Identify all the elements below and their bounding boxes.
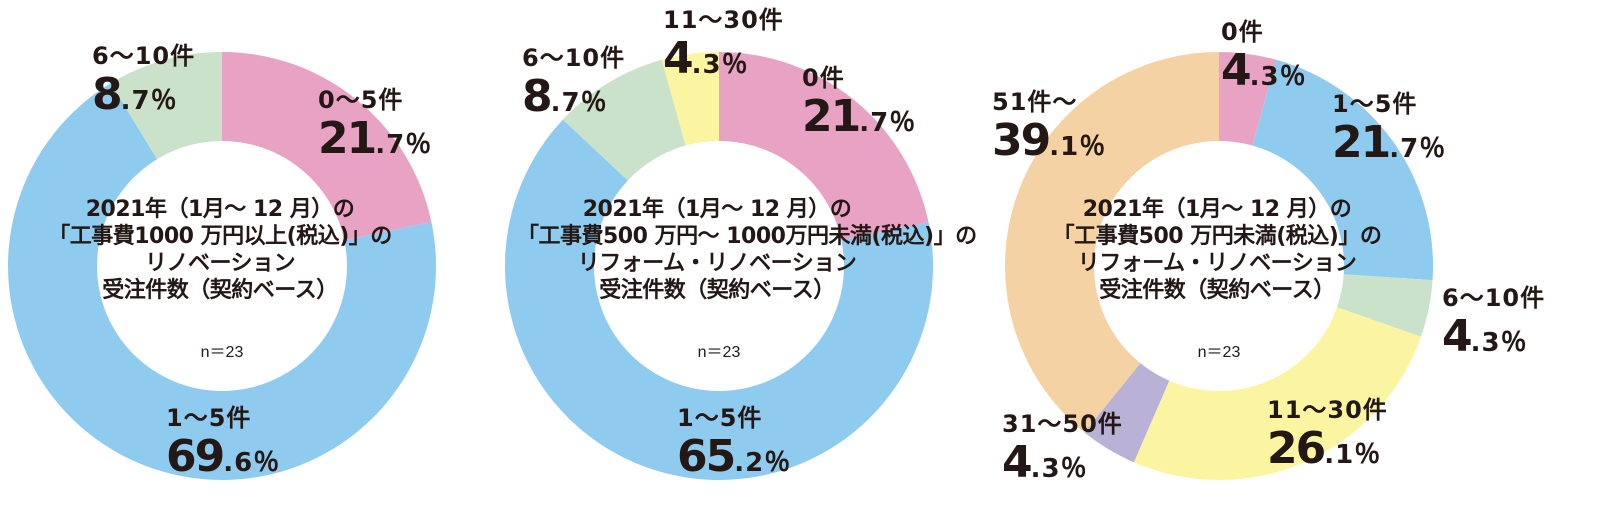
slice-label-1: 0件 21.7％	[802, 64, 916, 151]
title-line-3: リフォーム・リノベーション	[1077, 251, 1357, 276]
slice-category: 1～5件	[677, 404, 763, 432]
title-line-2: 「工事費500 万円～ 1000万円未満(税込)」の	[517, 224, 977, 249]
slice-label-4: 11～30件 4.3％	[663, 6, 784, 93]
percentage-decimal: .3％	[1030, 454, 1088, 484]
percentage-integer: 21	[802, 91, 861, 142]
slice-label-6: 51件～ 39.1％	[992, 88, 1106, 175]
chart-title: 2021年（1月～ 12 月）の 「工事費1000 万円以上(税込)」の リノベ…	[20, 196, 420, 304]
sample-size-label: n＝23	[200, 344, 244, 361]
slice-label-2: 1～5件 69.6％	[166, 404, 280, 491]
slice-label-2: 1～5件 21.7％	[1332, 90, 1446, 177]
donut-hole	[594, 141, 844, 391]
title-line-1: 2021年（1月～ 12 月）の	[85, 197, 355, 222]
chart-title: 2021年（1月～ 12 月）の 「工事費500 万円未満(税込)」の リフォー…	[1017, 196, 1417, 304]
percentage-decimal: .7％	[120, 86, 178, 116]
donut-svg-2	[505, 51, 934, 480]
slice-category: 1～5件	[166, 404, 252, 432]
percentage-decimal: .7％	[859, 108, 917, 138]
title-line-1: 2021年（1月～ 12 月）の	[1082, 197, 1352, 222]
donut-chart-1: 2021年（1月～ 12 月）の 「工事費1000 万円以上(税込)」の リノベ…	[0, 0, 520, 518]
slice-percentage: 39.1％	[992, 116, 1106, 175]
percentage-integer: 4	[1002, 437, 1033, 488]
percentage-integer: 21	[1332, 117, 1391, 168]
percentage-decimal: .7％	[550, 88, 608, 118]
slice-percentage: 4.3％	[1221, 46, 1307, 105]
slice-category: 6～10件	[522, 44, 626, 72]
donut-chart-3: 2021年（1月～ 12 月）の 「工事費500 万円未満(税込)」の リフォー…	[992, 0, 1544, 518]
slice-category: 6～10件	[1442, 284, 1546, 312]
title-line-2: 「工事費1000 万円以上(税込)」の	[48, 224, 392, 249]
title-line-4: 受注件数（契約ベース）	[102, 278, 338, 303]
percentage-integer: 39	[992, 115, 1051, 166]
percentage-decimal: .3％	[1470, 328, 1528, 358]
slice-category: 51件～	[992, 88, 1078, 116]
percentage-integer: 8	[522, 71, 553, 122]
percentage-integer: 4	[1221, 45, 1252, 96]
percentage-integer: 65	[677, 431, 736, 482]
slice-label-3: 6～10件 4.3％	[1442, 284, 1545, 371]
slice-label-1: 0件 4.3％	[1221, 18, 1307, 105]
percentage-integer: 8	[92, 69, 123, 120]
slice-percentage: 21.7％	[1332, 118, 1446, 177]
slice-category: 1～5件	[1332, 90, 1418, 118]
donut-svg-1	[8, 52, 437, 480]
slice-percentage: 4.3％	[1442, 312, 1545, 371]
slice-category: 6～10件	[92, 42, 196, 70]
percentage-decimal: .6％	[223, 448, 281, 478]
title-line-4: 受注件数（契約ベース）	[1099, 278, 1335, 303]
percentage-decimal: .7％	[1389, 134, 1447, 164]
percentage-decimal: .3％	[1249, 62, 1307, 92]
slice-percentage: 65.2％	[677, 432, 791, 491]
donut-svg-3	[1005, 51, 1433, 481]
title-line-1: 2021年（1月～ 12 月）の	[582, 197, 852, 222]
sample-size-label: n＝23	[697, 344, 741, 361]
sample-size-label: n＝23	[1197, 344, 1241, 361]
percentage-decimal: .7％	[375, 130, 433, 160]
slice-percentage: 4.3％	[663, 34, 784, 93]
title-line-4: 受注件数（契約ベース）	[599, 278, 835, 303]
donut-hole	[1094, 141, 1344, 391]
percentage-integer: 26	[1267, 423, 1326, 474]
slice-category: 31～50件	[1002, 410, 1123, 438]
percentage-integer: 21	[318, 113, 377, 164]
percentage-decimal: .1％	[1324, 440, 1382, 470]
percentage-integer: 4	[663, 33, 694, 84]
slice-percentage: 21.7％	[318, 114, 432, 173]
slice-percentage: 26.1％	[1267, 424, 1388, 483]
title-line-3: リフォーム・リノベーション	[577, 251, 857, 276]
slice-category: 11～30件	[663, 6, 784, 34]
percentage-integer: 4	[1442, 311, 1473, 362]
slice-label-3: 6～10件 8.7％	[522, 44, 625, 131]
slice-category: 11～30件	[1267, 396, 1388, 424]
slice-label-2: 1～5件 65.2％	[677, 404, 791, 491]
slice-label-4: 11～30件 26.1％	[1267, 396, 1388, 483]
slice-category: 0～5件	[318, 86, 404, 114]
slice-percentage: 8.7％	[522, 72, 625, 131]
slice-percentage: 8.7％	[92, 70, 195, 129]
donut-chart-2: 2021年（1月～ 12 月）の 「工事費500 万円～ 1000万円未満(税込…	[497, 0, 1017, 518]
percentage-decimal: .1％	[1049, 132, 1107, 162]
percentage-decimal: .2％	[734, 448, 792, 478]
slice-percentage: 69.6％	[166, 432, 280, 491]
chart-title: 2021年（1月～ 12 月）の 「工事費500 万円～ 1000万円未満(税込…	[517, 196, 977, 304]
slice-label-5: 31～50件 4.3％	[1002, 410, 1123, 497]
title-line-3: リノベーション	[144, 251, 296, 276]
slice-percentage: 21.7％	[802, 92, 916, 151]
percentage-decimal: .3％	[691, 50, 749, 80]
slice-label-1: 0～5件 21.7％	[318, 86, 432, 173]
slice-category: 0件	[802, 64, 845, 92]
slice-label-3: 6～10件 8.7％	[92, 42, 195, 129]
percentage-integer: 69	[166, 431, 225, 482]
donut-hole	[97, 141, 347, 391]
slice-percentage: 4.3％	[1002, 438, 1123, 497]
title-line-2: 「工事費500 万円未満(税込)」の	[1052, 224, 1382, 249]
slice-category: 0件	[1221, 18, 1264, 46]
